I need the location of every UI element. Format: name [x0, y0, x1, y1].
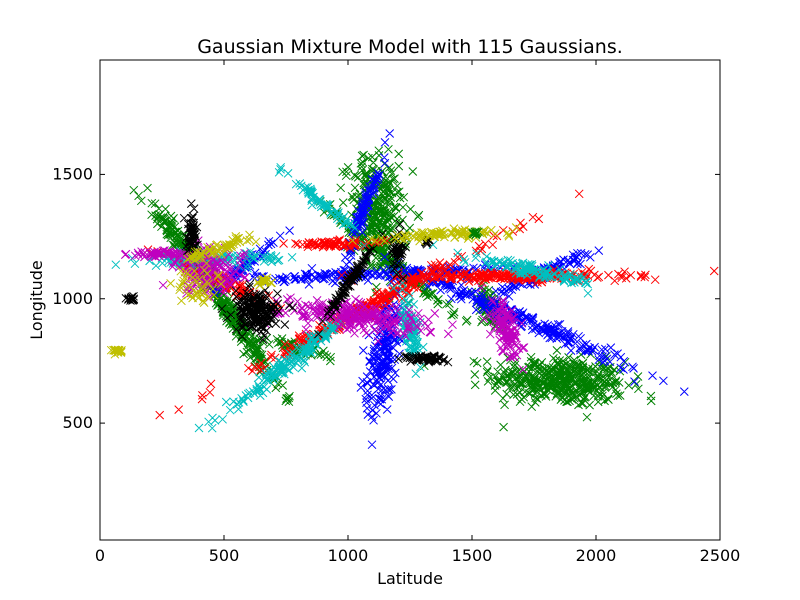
cluster-31-points: [121, 291, 139, 305]
cluster-17-points: [428, 240, 593, 298]
cluster-27-points: [314, 229, 387, 339]
plot-frame: [99, 59, 721, 541]
cluster-35-points: [166, 258, 226, 307]
x-tick-label: 0: [95, 546, 105, 565]
cluster-23-points: [476, 283, 529, 374]
x-axis-label: Latitude: [377, 569, 443, 588]
x-tick-label: 1000: [328, 546, 369, 565]
x-tick-label: 2000: [576, 546, 617, 565]
y-tick-label: 1000: [52, 289, 93, 308]
x-tick-label: 1500: [452, 546, 493, 565]
cluster-37-points: [253, 273, 276, 290]
cluster-0-points: [419, 346, 656, 432]
cluster-28-points: [394, 351, 453, 367]
cluster-38-points: [468, 227, 483, 240]
y-tick-label: 500: [62, 413, 93, 432]
cluster-34-points: [183, 230, 261, 265]
chart-title: Gaussian Mixture Model with 115 Gaussian…: [197, 36, 623, 58]
cluster-33-points: [348, 223, 521, 246]
x-tick-label: 2500: [700, 546, 741, 565]
ticks-layer: 0 500 1000 1500 2000 2500 500 1000 1500: [52, 60, 740, 565]
cluster-10-points: [340, 129, 395, 270]
cluster-18-points: [194, 317, 346, 433]
cluster-25-points: [120, 246, 195, 262]
cluster-26-points: [217, 279, 298, 344]
y-tick-label: 1500: [52, 164, 93, 183]
cluster-21-points: [274, 162, 369, 251]
y-axis-label: Longitude: [27, 260, 46, 340]
points-layer: [106, 129, 719, 450]
x-tick-label: 500: [209, 546, 240, 565]
cluster-36-points: [106, 345, 126, 359]
